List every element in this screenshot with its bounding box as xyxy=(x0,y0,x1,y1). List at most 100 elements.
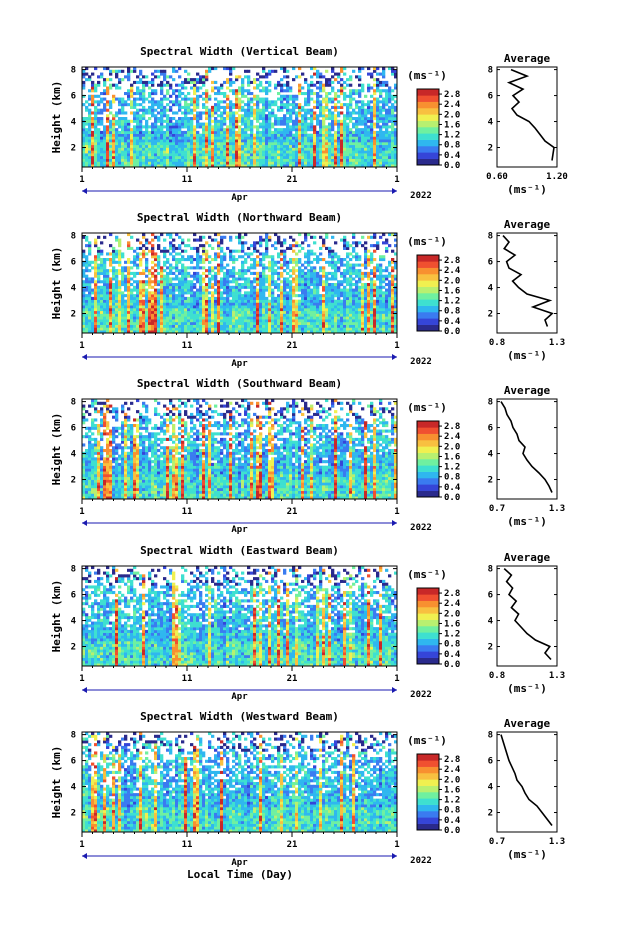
heatmap-cell xyxy=(220,123,223,126)
heatmap-cell xyxy=(85,136,88,139)
heatmap-cell xyxy=(118,239,121,242)
heatmap-cell xyxy=(121,311,124,314)
heatmap-cell xyxy=(340,145,343,148)
heatmap-cell xyxy=(265,75,268,78)
heatmap-cell xyxy=(175,139,178,142)
heatmap-cell xyxy=(235,150,238,153)
heatmap-cell xyxy=(109,311,112,314)
heatmap-cell xyxy=(100,159,103,162)
heatmap-cell xyxy=(235,272,238,275)
heatmap-cell xyxy=(316,70,319,73)
heatmap-cell xyxy=(142,156,145,159)
heatmap-cell xyxy=(181,294,184,297)
heatmap-cell xyxy=(289,128,292,131)
heatmap-cell xyxy=(352,123,355,126)
heatmap-cell xyxy=(202,311,205,314)
heatmap-cell xyxy=(130,106,133,109)
heatmap-cell xyxy=(316,92,319,95)
heatmap-cell xyxy=(148,111,151,114)
heatmap-cell xyxy=(160,117,163,120)
heatmap-cell xyxy=(91,159,94,162)
heatmap-cell xyxy=(133,255,136,258)
heatmap-cell xyxy=(145,258,148,261)
heatmap-cell xyxy=(139,297,142,300)
heatmap-cell xyxy=(112,258,115,261)
heatmap-cell xyxy=(235,161,238,164)
heatmap-cell xyxy=(130,86,133,89)
heatmap-cell xyxy=(382,136,385,139)
heatmap-cell xyxy=(196,114,199,117)
heatmap-cell xyxy=(148,81,151,84)
heatmap-cell xyxy=(112,84,115,87)
heatmap-cell xyxy=(289,275,292,278)
heatmap-cell xyxy=(244,322,247,325)
heatmap-cell xyxy=(196,161,199,164)
heatmap-cell xyxy=(154,283,157,286)
heatmap-cell xyxy=(352,159,355,162)
heatmap-cell xyxy=(175,123,178,126)
heatmap-cell xyxy=(196,264,199,267)
heatmap-cell xyxy=(244,139,247,142)
heatmap-cell xyxy=(88,241,91,244)
heatmap-cell xyxy=(280,319,283,322)
heatmap-cell xyxy=(106,308,109,311)
heatmap-cell xyxy=(181,269,184,272)
heatmap-cell xyxy=(94,297,97,300)
heatmap-cell xyxy=(373,103,376,106)
heatmap-cell xyxy=(229,300,232,303)
heatmap-cell xyxy=(142,302,145,305)
heatmap-cell xyxy=(307,128,310,131)
heatmap-cell xyxy=(283,300,286,303)
heatmap-cell xyxy=(271,125,274,128)
heatmap-cell xyxy=(118,316,121,319)
heatmap-cell xyxy=(151,294,154,297)
heatmap-cell xyxy=(274,100,277,103)
heatmap-cell xyxy=(190,266,193,269)
heatmap-cell xyxy=(343,95,346,98)
heatmap-cell xyxy=(382,139,385,142)
heatmap-cell xyxy=(172,250,175,253)
heatmap-cell xyxy=(295,283,298,286)
heatmap-cell xyxy=(100,269,103,272)
heatmap-cell xyxy=(103,289,106,292)
heatmap-cell xyxy=(295,114,298,117)
heatmap-cell xyxy=(271,244,274,247)
heatmap-cell xyxy=(241,134,244,137)
heatmap-cell xyxy=(199,308,202,311)
heatmap-cell xyxy=(277,275,280,278)
heatmap-cell xyxy=(253,316,256,319)
heatmap-cell xyxy=(148,150,151,153)
heatmap-cell xyxy=(199,239,202,242)
heatmap-cell xyxy=(184,125,187,128)
heatmap-cell xyxy=(262,302,265,305)
heatmap-cell xyxy=(253,125,256,128)
heatmap-cell xyxy=(109,258,112,261)
heatmap-cell xyxy=(205,305,208,308)
heatmap-cell xyxy=(331,156,334,159)
heatmap-cell xyxy=(133,156,136,159)
heatmap-cell xyxy=(103,78,106,81)
heatmap-cell xyxy=(124,300,127,303)
heatmap-cell xyxy=(163,286,166,289)
heatmap-cell xyxy=(145,128,148,131)
heatmap-cell xyxy=(202,327,205,330)
heatmap-cell xyxy=(307,269,310,272)
heatmap-cell xyxy=(280,86,283,89)
heatmap-cell xyxy=(190,322,193,325)
heatmap-cell xyxy=(280,120,283,123)
heatmap-cell xyxy=(133,294,136,297)
heatmap-cell xyxy=(133,92,136,95)
heatmap-cell xyxy=(118,142,121,145)
heatmap-cell xyxy=(211,139,214,142)
heatmap-cell xyxy=(88,148,91,151)
heatmap-cell xyxy=(226,280,229,283)
heatmap-cell xyxy=(259,153,262,156)
heatmap-cell xyxy=(301,314,304,317)
heatmap-cell xyxy=(292,311,295,314)
heatmap-cell xyxy=(205,92,208,95)
heatmap-cell xyxy=(142,250,145,253)
heatmap-cell xyxy=(259,297,262,300)
heatmap-cell xyxy=(214,98,217,101)
heatmap-cell xyxy=(289,139,292,142)
heatmap-cell xyxy=(208,314,211,317)
